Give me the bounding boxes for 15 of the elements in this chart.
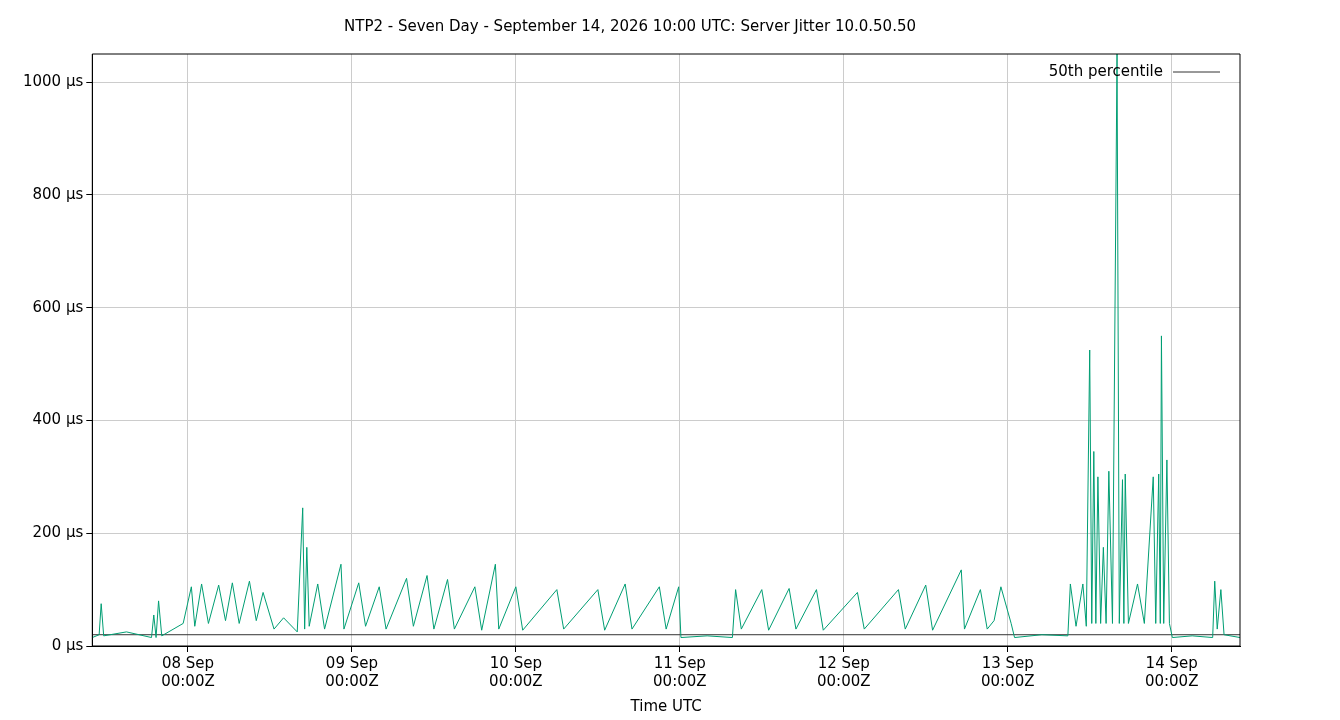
y-tick-label: 800 µs	[32, 184, 84, 203]
x-tick-label: 14 Sep 00:00Z	[1144, 653, 1199, 690]
y-tick-label: 400 µs	[32, 410, 84, 429]
y-tick-label: 1000 µs	[22, 72, 84, 91]
chart-title: NTP2 - Seven Day - September 14, 2026 10:00 UTC: Server Jitter 10.0.50.50	[344, 16, 916, 35]
x-tick-label: 12 Sep 00:00Z	[817, 653, 871, 690]
x-tick-label: 13 Sep 00:00Z	[980, 653, 1035, 690]
x-axis-title: Time UTC	[629, 696, 702, 715]
x-tick-label: 09 Sep 00:00Z	[325, 653, 379, 690]
y-tick-label: 0 µs	[51, 635, 84, 654]
y-tick-label: 200 µs	[32, 523, 84, 542]
x-tick-label: 11 Sep 00:00Z	[653, 653, 707, 690]
x-tick-label: 08 Sep 00:00Z	[161, 653, 215, 690]
y-tick-label: 600 µs	[32, 297, 84, 316]
x-tick-label: 10 Sep 00:00Z	[489, 653, 543, 690]
